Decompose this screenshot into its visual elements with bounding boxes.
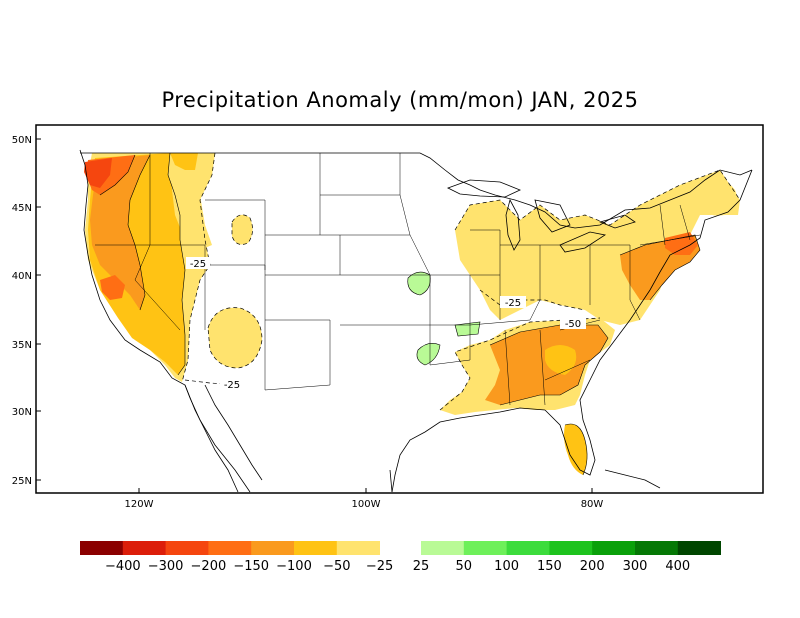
- shade-southeast-core: [545, 345, 577, 375]
- lat-label-30n: 30N: [12, 407, 32, 418]
- colorbar-label-4: −100: [276, 559, 312, 574]
- lon-tick-labels: 120W 100W 80W: [125, 499, 604, 510]
- colorbar: −400 −300 −200 −150 −100 −50 −25 25 50 100 150 200 3…: [80, 541, 721, 574]
- colorbar-label-9: 100: [494, 559, 519, 574]
- colorbar-swatch-dry-4: [251, 541, 295, 555]
- anomaly-shading: [84, 153, 740, 475]
- shade-california-core: [100, 275, 125, 300]
- colorbar-swatch-dry-3: [208, 541, 252, 555]
- colorbar-swatch-wet-0: [421, 541, 465, 555]
- shade-washington-dark-red: [84, 158, 112, 188]
- colorbar-swatch-dry-6: [336, 541, 380, 555]
- contour-wyoming-25: [231, 214, 253, 245]
- contour-wet-kansas: [407, 271, 431, 296]
- shade-idaho-strip: [170, 153, 215, 250]
- contour-florida: [564, 423, 588, 476]
- state-borders: [95, 153, 701, 406]
- contour-label-mid: -25: [505, 298, 521, 309]
- colorbar-swatch-dry-1: [122, 541, 166, 555]
- shade-eastern-us-light: [455, 170, 740, 325]
- contour-wa-150: [99, 154, 136, 196]
- colorbar-swatch-wet-1: [463, 541, 507, 555]
- contour-label-west: -25: [190, 259, 206, 270]
- coastlines: [79, 149, 753, 493]
- contour-southeast-25: [439, 317, 601, 411]
- lake-superior: [446, 179, 522, 198]
- lon-tick-marks: [138, 488, 593, 493]
- colorbar-label-8: 50: [456, 559, 473, 574]
- shade-florida: [564, 424, 588, 475]
- map-title: Precipitation Anomaly (mm/mon) JAN, 2025: [161, 88, 639, 112]
- lake-erie: [559, 231, 607, 253]
- colorbar-swatch-wet-2: [506, 541, 550, 555]
- lake-michigan: [505, 198, 521, 251]
- shade-west-coast-deep-orange: [90, 155, 150, 310]
- colorbar-swatch-dry-5: [294, 541, 338, 555]
- lat-label-40n: 40N: [12, 271, 32, 282]
- contour-se-50: [489, 324, 609, 406]
- shade-new-england-core: [665, 232, 698, 255]
- colorbar-swatch-dry-2: [165, 541, 209, 555]
- coast-caribbean: [604, 469, 661, 489]
- colorbar-label-13: 400: [665, 559, 690, 574]
- colorbar-label-10: 150: [537, 559, 562, 574]
- lat-tick-labels: 50N 45N 40N 35N 30N 25N: [12, 135, 32, 487]
- colorbar-swatch-wet-3: [549, 541, 593, 555]
- coast-gulf-california: [204, 384, 263, 481]
- shade-wet-kansas: [407, 272, 431, 295]
- colorbar-label-2: −200: [191, 559, 227, 574]
- lat-label-35n: 35N: [12, 340, 32, 351]
- contour-arizona-25: [207, 307, 263, 369]
- colorbar-swatch-wet-4: [592, 541, 636, 555]
- shade-wet-texas: [416, 343, 440, 365]
- coast-baja: [184, 384, 239, 493]
- shade-wyoming-blob: [232, 214, 253, 245]
- lake-ontario: [598, 214, 636, 229]
- coast-atlantic: [544, 169, 753, 476]
- lon-label-120w: 120W: [125, 499, 154, 510]
- lat-label-45n: 45N: [12, 203, 32, 214]
- shade-maine: [698, 176, 738, 216]
- state-lines-west: [95, 153, 431, 391]
- map-frame: [35, 124, 764, 494]
- lon-label-100w: 100W: [352, 499, 381, 510]
- lat-label-50n: 50N: [12, 135, 32, 146]
- colorbar-label-3: −150: [233, 559, 269, 574]
- lake-huron: [534, 199, 571, 233]
- lat-label-25n: 25N: [12, 476, 32, 487]
- coast-gulf: [391, 407, 546, 493]
- lat-tick-marks: [36, 138, 41, 481]
- contour-label-south: -25: [224, 380, 240, 391]
- colorbar-label-7: 25: [413, 559, 430, 574]
- lon-label-80w: 80W: [581, 499, 604, 510]
- contour-ne-50: [619, 234, 701, 301]
- contour-east-25: [454, 169, 741, 231]
- border-canada: [80, 152, 753, 229]
- shade-southeast-orange: [485, 325, 608, 405]
- colorbar-label-1: −300: [148, 559, 184, 574]
- shade-arizona-blob: [208, 307, 262, 368]
- colorbar-label-0: −400: [105, 559, 141, 574]
- colorbar-swatch-wet-5: [635, 541, 679, 555]
- contour-label-southeast: -50: [565, 319, 581, 330]
- colorbar-label-11: 200: [580, 559, 605, 574]
- contour-wet-texas: [416, 343, 441, 366]
- coast-mexico-east: [389, 469, 393, 493]
- contour-west-50: [167, 152, 186, 376]
- shade-wet-oklahoma: [455, 322, 480, 336]
- colorbar-swatch-wet-6: [677, 541, 721, 555]
- colorbar-label-6: −25: [366, 559, 393, 574]
- contour-value-labels: -25 -25 -25 -50: [186, 257, 586, 391]
- colorbar-label-5: −50: [323, 559, 350, 574]
- contour-wet-oklahoma: [454, 321, 481, 337]
- colorbar-swatch-dry-0: [80, 541, 124, 555]
- contour-mid-25: [479, 289, 586, 311]
- colorbar-label-12: 300: [623, 559, 648, 574]
- shade-idaho-core: [170, 153, 198, 170]
